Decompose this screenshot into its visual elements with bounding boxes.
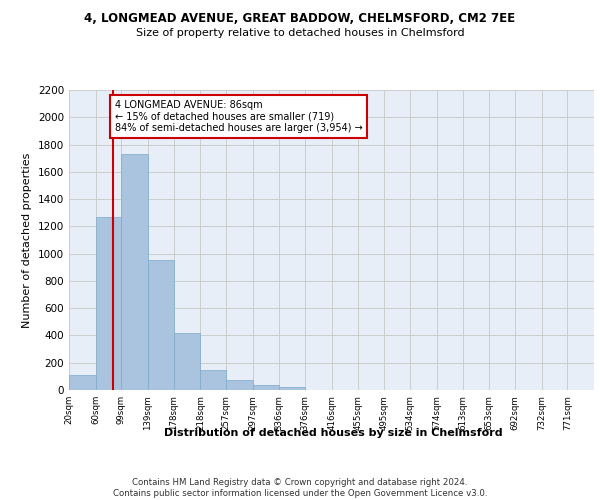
Bar bbox=[69, 375, 95, 390]
Bar bbox=[174, 334, 200, 390]
Bar bbox=[148, 260, 174, 390]
Bar bbox=[226, 380, 253, 390]
Bar bbox=[95, 217, 121, 390]
Text: 4 LONGMEAD AVENUE: 86sqm
← 15% of detached houses are smaller (719)
84% of semi-: 4 LONGMEAD AVENUE: 86sqm ← 15% of detach… bbox=[115, 100, 362, 132]
Bar bbox=[200, 370, 226, 390]
Text: Contains HM Land Registry data © Crown copyright and database right 2024.
Contai: Contains HM Land Registry data © Crown c… bbox=[113, 478, 487, 498]
Text: Size of property relative to detached houses in Chelmsford: Size of property relative to detached ho… bbox=[136, 28, 464, 38]
Bar bbox=[121, 154, 148, 390]
Bar bbox=[279, 386, 305, 390]
Y-axis label: Number of detached properties: Number of detached properties bbox=[22, 152, 32, 328]
Bar bbox=[253, 384, 279, 390]
Text: Distribution of detached houses by size in Chelmsford: Distribution of detached houses by size … bbox=[164, 428, 502, 438]
Text: 4, LONGMEAD AVENUE, GREAT BADDOW, CHELMSFORD, CM2 7EE: 4, LONGMEAD AVENUE, GREAT BADDOW, CHELMS… bbox=[85, 12, 515, 26]
